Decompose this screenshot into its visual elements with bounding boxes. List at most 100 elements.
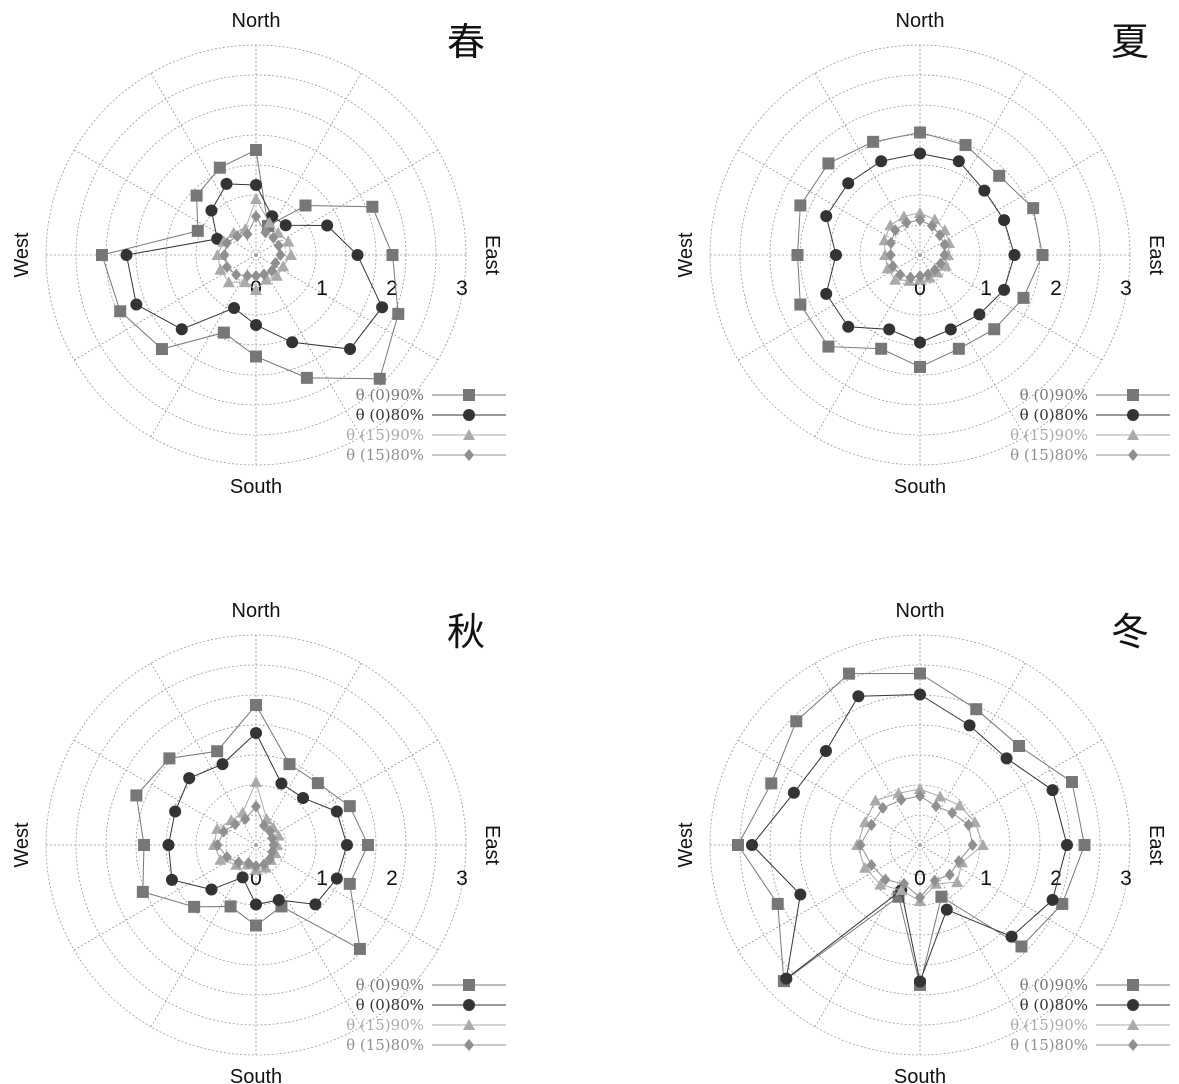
data-point xyxy=(211,249,224,260)
grid-spoke xyxy=(919,662,1026,846)
data-point xyxy=(221,236,232,249)
data-point xyxy=(1078,839,1091,851)
data-point xyxy=(953,799,966,811)
data-point xyxy=(238,276,251,288)
data-point xyxy=(321,219,334,232)
data-point xyxy=(896,793,907,806)
legend-marker xyxy=(1127,1019,1139,1030)
data-point xyxy=(885,236,896,249)
data-point xyxy=(282,235,295,247)
data-point xyxy=(998,214,1011,227)
grid-spoke xyxy=(814,844,921,1028)
data-point xyxy=(268,231,279,244)
data-point xyxy=(183,772,196,785)
grid-spoke xyxy=(255,739,439,846)
data-point xyxy=(880,873,891,886)
data-point xyxy=(993,169,1006,182)
direction-label-east: East xyxy=(1145,235,1167,275)
legend-label: θ (0)90% xyxy=(356,386,424,404)
legend-label: θ (0)90% xyxy=(1020,386,1088,404)
data-point xyxy=(934,790,947,802)
grid-spoke xyxy=(150,844,257,1028)
grid-spoke xyxy=(73,844,257,951)
legend-label: θ (15)80% xyxy=(346,446,424,464)
grid-spoke xyxy=(919,739,1103,846)
legend-label: θ (0)80% xyxy=(356,996,424,1014)
data-point xyxy=(963,818,974,831)
data-point xyxy=(373,372,386,385)
direction-label-south: South xyxy=(894,476,946,498)
legend-label: θ (15)80% xyxy=(1010,1036,1088,1054)
grid-spoke xyxy=(255,254,362,438)
data-point xyxy=(830,249,842,261)
legend-label: θ (0)80% xyxy=(356,406,424,424)
data-point xyxy=(929,263,940,276)
data-point xyxy=(250,919,262,932)
data-point xyxy=(285,249,297,260)
data-point xyxy=(820,210,833,223)
data-point xyxy=(794,888,807,901)
data-point xyxy=(250,319,262,331)
data-point xyxy=(214,853,227,865)
grid-spoke xyxy=(919,844,1103,951)
data-point xyxy=(895,268,906,281)
data-point xyxy=(929,874,940,887)
data-point xyxy=(120,249,133,261)
data-point xyxy=(940,903,953,916)
data-point xyxy=(275,249,286,261)
data-point xyxy=(953,855,964,868)
legend-label: θ (0)90% xyxy=(356,976,424,994)
data-point xyxy=(1065,776,1078,789)
data-point xyxy=(376,301,389,314)
series-2 xyxy=(820,147,1021,349)
data-point xyxy=(973,308,986,321)
data-point xyxy=(843,667,856,680)
data-point xyxy=(1046,893,1059,906)
data-point xyxy=(794,298,807,311)
data-point xyxy=(270,269,283,281)
data-point xyxy=(251,860,261,872)
data-point xyxy=(300,371,313,384)
legend-marker xyxy=(463,979,475,991)
season-title: 春 xyxy=(447,20,485,64)
data-point xyxy=(822,157,835,170)
legend-marker xyxy=(1127,409,1139,421)
data-point xyxy=(875,155,888,168)
radial-tick-label: 2 xyxy=(1050,867,1062,890)
data-point xyxy=(297,791,310,804)
data-point xyxy=(283,758,296,771)
data-point xyxy=(155,343,168,356)
data-point xyxy=(998,283,1011,296)
data-point xyxy=(311,777,324,790)
data-point xyxy=(392,307,405,320)
direction-label-west: West xyxy=(675,232,697,278)
data-point xyxy=(1005,930,1018,943)
data-point xyxy=(236,871,249,884)
data-point xyxy=(947,806,958,819)
legend: θ (0)90% θ (0)80% θ (15)90% θ (15)80% xyxy=(1010,976,1170,1054)
season-title: 冬 xyxy=(1111,610,1149,654)
data-point xyxy=(866,859,877,872)
data-point xyxy=(228,302,241,315)
data-point xyxy=(866,818,877,831)
data-point xyxy=(787,786,800,799)
legend-label: θ (15)90% xyxy=(1010,1016,1088,1034)
data-point xyxy=(898,877,909,890)
grid-spoke xyxy=(73,254,257,361)
data-point xyxy=(914,126,926,139)
data-point xyxy=(138,839,150,851)
data-point xyxy=(934,229,945,242)
grid-spoke xyxy=(814,72,921,256)
series-1 xyxy=(96,144,405,385)
legend-label: θ (15)80% xyxy=(346,1036,424,1054)
legend-label: θ (0)80% xyxy=(1020,996,1088,1014)
data-point xyxy=(169,805,182,818)
radial-tick-label: 1 xyxy=(980,867,992,890)
grid-spoke xyxy=(150,662,257,846)
series-1 xyxy=(732,667,1091,991)
data-point xyxy=(250,179,262,191)
grid-spoke xyxy=(150,72,257,256)
data-point xyxy=(915,270,925,282)
